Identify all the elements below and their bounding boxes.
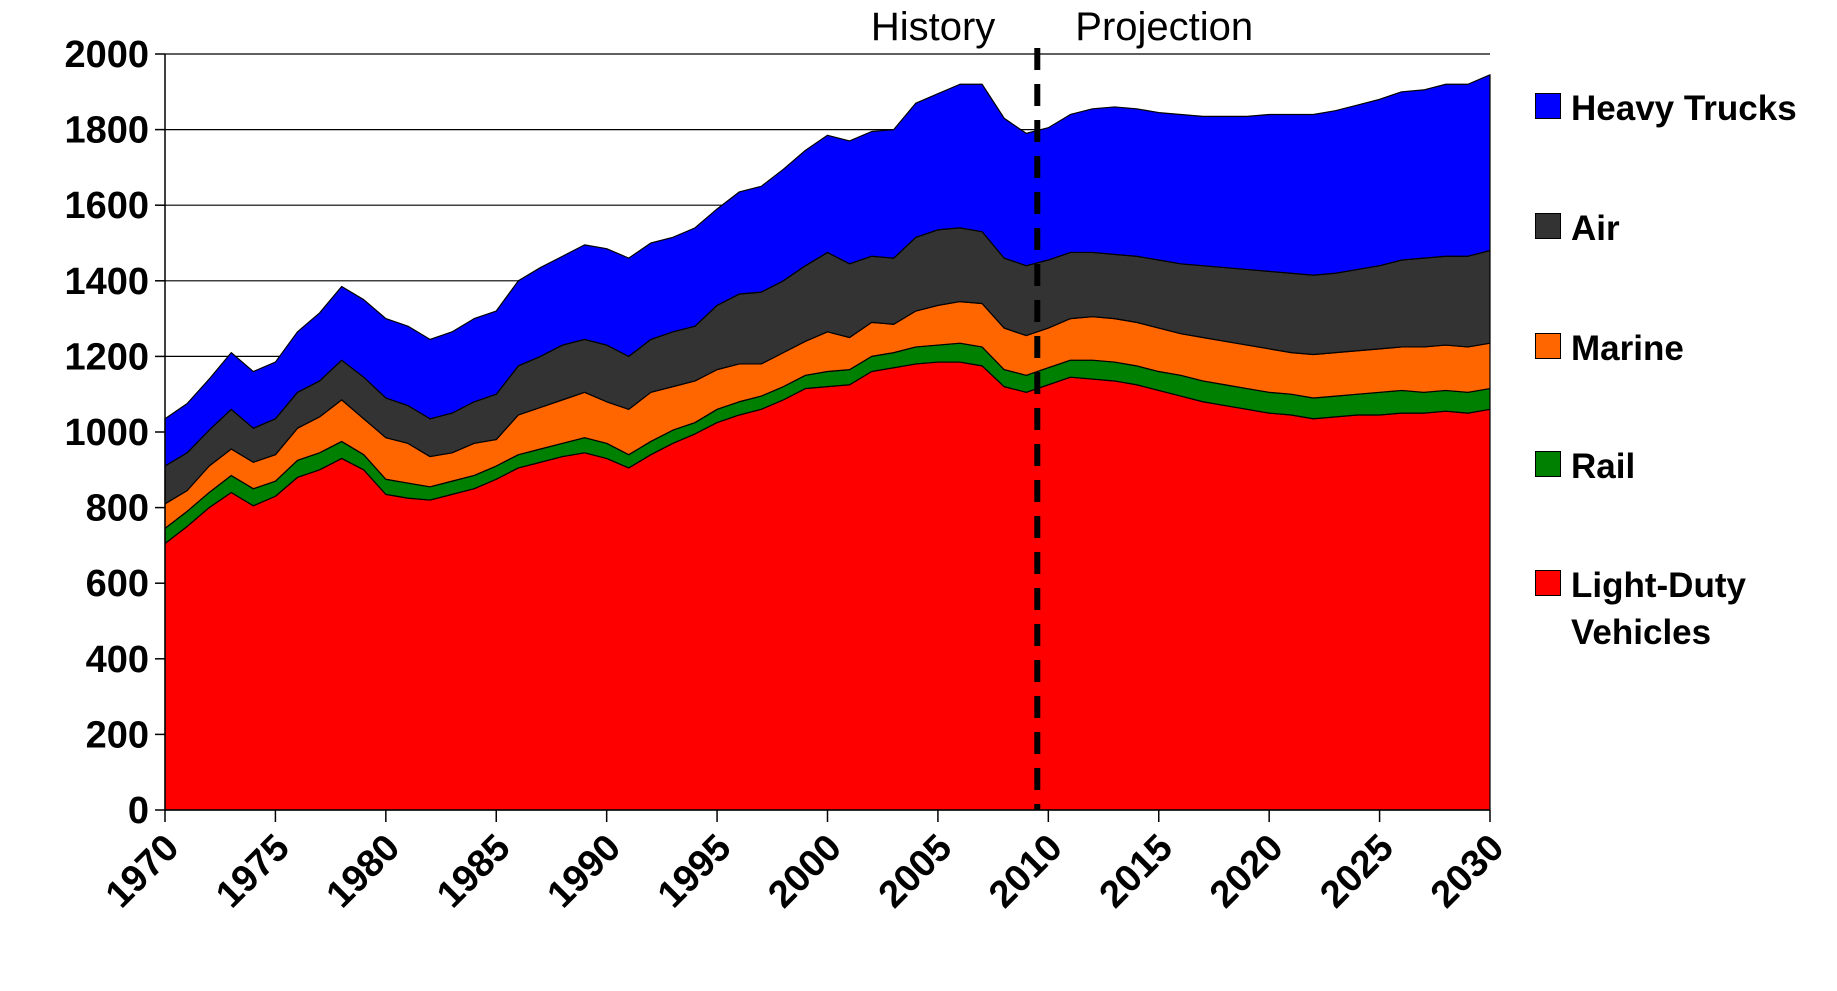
y-tick-label: 800 (86, 488, 149, 530)
x-tick-label: 2020 (1202, 827, 1291, 916)
y-tick-label: 1200 (64, 336, 149, 378)
y-tick-label: 1600 (64, 185, 149, 227)
legend-swatch (1535, 213, 1561, 239)
legend-label: Rail (1571, 447, 1636, 486)
x-tick-label: 1975 (208, 827, 297, 916)
legend-swatch (1535, 570, 1561, 596)
y-tick-label: 0 (128, 790, 149, 832)
area (164, 74, 1491, 467)
y-tick-label: 1400 (64, 261, 149, 303)
x-tick-label: 1985 (429, 827, 518, 916)
x-tick-label: 2015 (1092, 827, 1181, 916)
y-tick-label: 2000 (64, 34, 149, 76)
y-tick-label: 1000 (64, 412, 149, 454)
y-tick-label: 400 (86, 639, 149, 681)
legend-item: Light-Duty Vehicles (1535, 562, 1771, 656)
x-tick-label: 1970 (98, 827, 187, 916)
x-tick-label: 2005 (871, 827, 960, 916)
x-tick-label: 2030 (1423, 827, 1512, 916)
x-tick-label: 2025 (1312, 827, 1401, 916)
legend-label: Heavy Trucks (1571, 89, 1797, 128)
y-tick-label: 600 (86, 563, 149, 605)
legend-label: Air (1571, 209, 1620, 248)
x-tick-label: 2000 (760, 827, 849, 916)
x-tick-label: 1995 (650, 827, 739, 916)
legend-item: Heavy Trucks (1535, 85, 1801, 132)
legend-swatch (1535, 333, 1561, 359)
legend-label: Light-Duty Vehicles (1571, 566, 1746, 652)
legend-item: Air (1535, 205, 1801, 252)
legend-item: Marine (1535, 325, 1801, 372)
y-tick-label: 1800 (64, 110, 149, 152)
legend-swatch (1535, 93, 1561, 119)
x-tick-label: 2010 (981, 827, 1070, 916)
legend-item: Rail (1535, 443, 1801, 490)
x-tick-label: 1980 (319, 827, 408, 916)
y-tick-label: 200 (86, 714, 149, 756)
annotation: History (871, 5, 995, 49)
legend-swatch (1535, 451, 1561, 477)
x-tick-label: 1990 (540, 827, 629, 916)
legend-label: Marine (1571, 329, 1684, 368)
annotation: Projection (1075, 5, 1253, 49)
